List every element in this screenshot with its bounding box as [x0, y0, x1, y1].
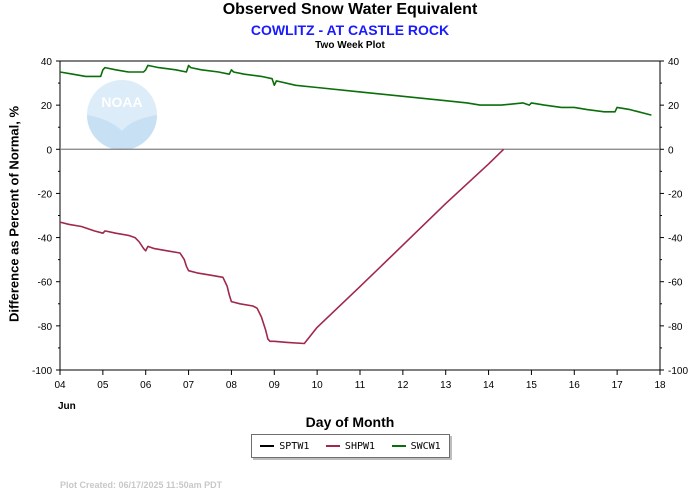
x-tick-label: 10 [312, 380, 324, 391]
series-line-swcw1 [59, 64, 652, 116]
plot-created-footer: Plot Created: 06/17/2025 11:50am PDT [60, 480, 223, 490]
x-tick-label: 07 [183, 380, 195, 391]
y-tick-label-right: -80 [668, 322, 683, 333]
y-tick-label-right: 40 [668, 57, 680, 68]
y-tick-label-left: -40 [38, 234, 53, 245]
legend-item-shpw1: SHPW1 [325, 440, 376, 452]
noaa-logo-text: NOAA [101, 94, 142, 110]
noaa-logo-lower [87, 115, 157, 150]
y-tick-label-right: 20 [668, 101, 680, 112]
y-tick-label-left: 0 [46, 145, 52, 156]
noaa-logo: NOAA [87, 80, 157, 150]
x-tick-label: 04 [54, 380, 66, 391]
plot-type-label: Two Week Plot [315, 40, 385, 51]
x-tick-label: 08 [226, 380, 238, 391]
legend-label-swcw1: SWCW1 [410, 440, 441, 452]
legend-label-shpw1: SHPW1 [344, 440, 376, 452]
legend-swatch-swcw1 [391, 445, 406, 447]
legend-swatch-sptw1 [260, 445, 275, 447]
y-tick-label-right: -60 [668, 278, 683, 289]
legend-item-swcw1: SWCW1 [391, 440, 441, 452]
y-tick-label-right: -20 [668, 189, 683, 200]
y-tick-label-right: 0 [668, 145, 674, 156]
y-tick-label-right: -40 [668, 234, 683, 245]
legend-swatch-shpw1 [325, 445, 340, 447]
x-tick-label: 13 [440, 380, 452, 391]
x-tick-label: 11 [355, 380, 366, 391]
x-tick-label: 17 [612, 380, 624, 391]
y-axis-label: Difference as Percent of Normal, % [6, 105, 22, 323]
x-tick-label: 06 [140, 380, 152, 391]
y-tick-label-left: -60 [38, 278, 53, 289]
y-tick-label-left: 20 [41, 101, 53, 112]
chart-legend: SPTW1 SHPW1 SWCW1 [251, 434, 450, 458]
x-tick-label: 12 [397, 380, 409, 391]
y-tick-label-left: -100 [32, 366, 52, 377]
y-tick-label-right: -100 [668, 366, 688, 377]
y-tick-label-left: 40 [41, 57, 53, 68]
x-tick-label: 15 [526, 380, 538, 391]
x-month-label: Jun [58, 401, 76, 412]
station-subtitle: COWLITZ - AT CASTLE ROCK [250, 22, 450, 38]
y-tick-label-left: -20 [38, 189, 53, 200]
legend-item-sptw1: SPTW1 [260, 441, 309, 452]
x-tick-label: 05 [97, 380, 109, 391]
y-tick-label-left: -80 [38, 322, 53, 333]
x-tick-label: 18 [654, 380, 666, 391]
x-tick-label: 16 [569, 380, 581, 391]
x-tick-label: 09 [269, 380, 281, 391]
x-tick-label: 14 [483, 380, 495, 391]
legend-label-sptw1: SPTW1 [279, 440, 310, 452]
x-axis-label: Day of Month [305, 414, 395, 430]
chart-title: Observed Snow Water Equivalent [222, 1, 478, 18]
series-line-shpw1 [59, 148, 505, 345]
